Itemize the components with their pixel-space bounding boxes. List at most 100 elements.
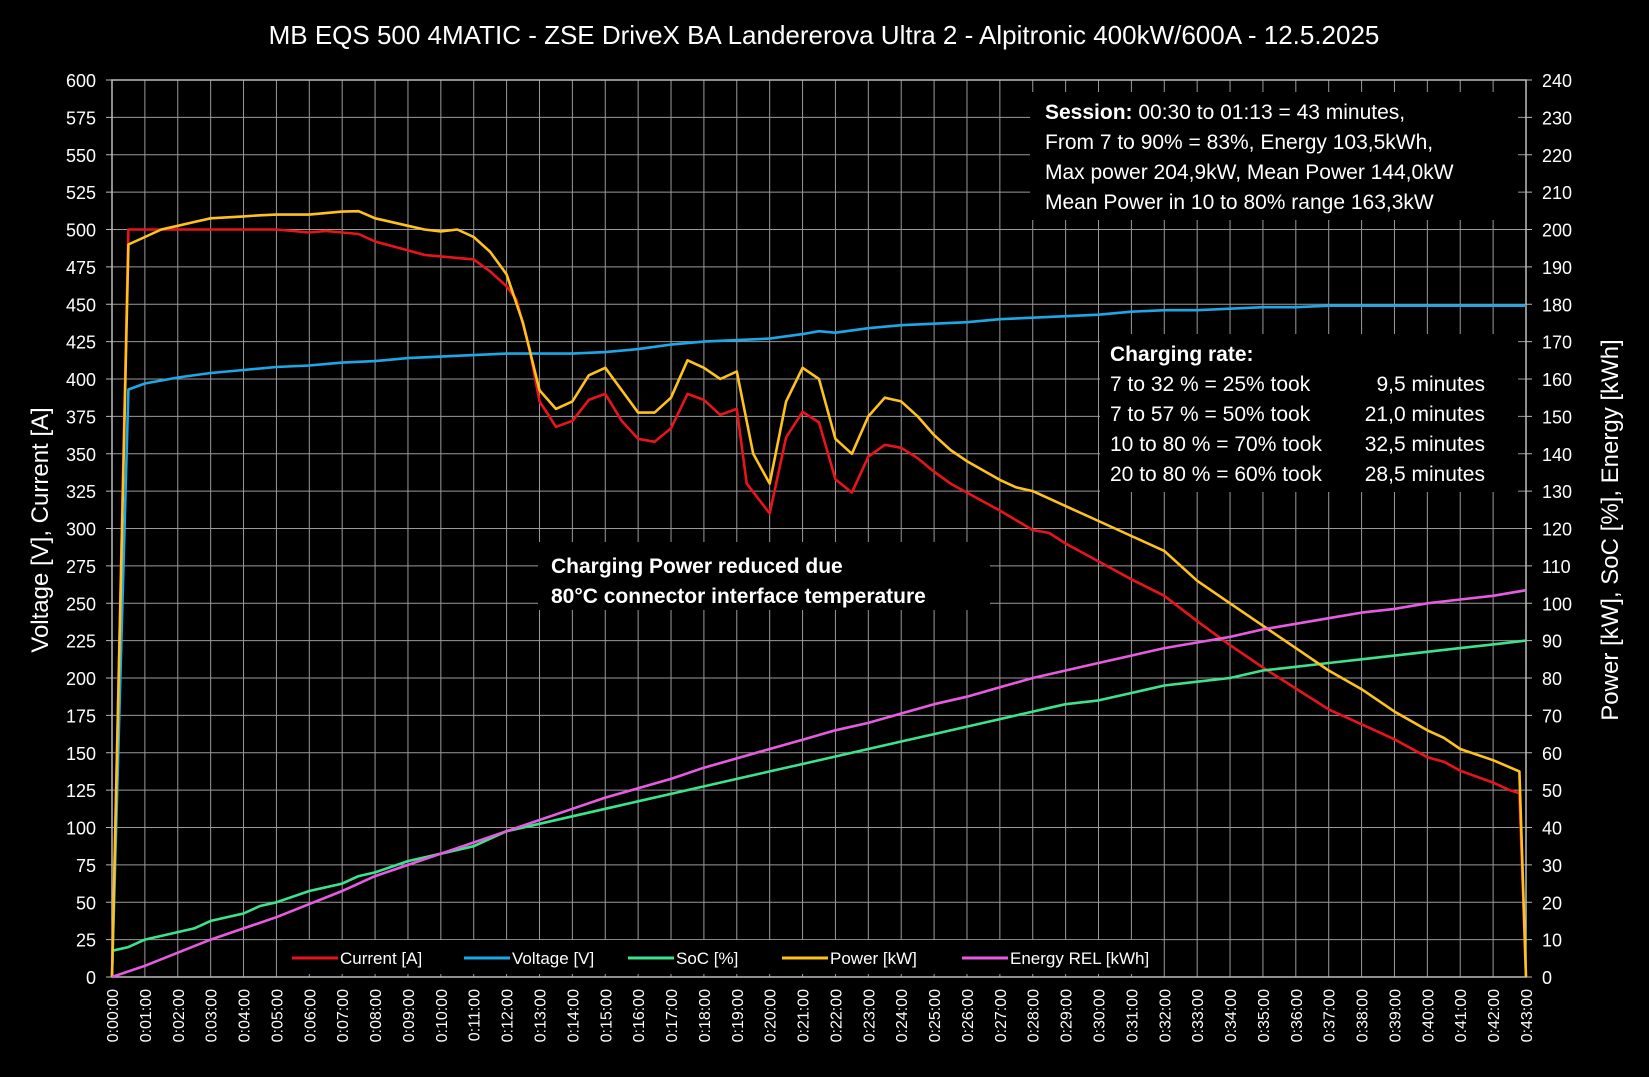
x-tick-label: 0:23:00 bbox=[861, 989, 878, 1042]
y-tick-left: 600 bbox=[66, 71, 96, 91]
y-tick-right: 170 bbox=[1542, 333, 1572, 353]
session-line: Session: 00:30 to 01:13 = 43 minutes, bbox=[1045, 101, 1405, 124]
x-tick-label: 0:11:00 bbox=[467, 989, 484, 1041]
legend: Current [A] Voltage [V] SoC [%] Power [kW] E… bbox=[282, 940, 1162, 974]
grid bbox=[111, 79, 1527, 978]
y-tick-right: 90 bbox=[1542, 632, 1562, 652]
y-tick-left: 150 bbox=[66, 744, 96, 764]
x-tick-label: 0:42:00 bbox=[1486, 989, 1503, 1042]
y-tick-left: 425 bbox=[66, 333, 96, 353]
series-line-1 bbox=[110, 304, 1526, 978]
charging-rate-time: 32,5 minutes bbox=[1365, 433, 1485, 456]
y-tick-right: 190 bbox=[1542, 258, 1572, 278]
y-tick-right: 150 bbox=[1542, 407, 1572, 427]
series-line-3 bbox=[110, 209, 1528, 978]
x-tick-label: 0:35:00 bbox=[1256, 989, 1273, 1042]
x-tick-label: 0:33:00 bbox=[1190, 989, 1207, 1042]
y-tick-left: 200 bbox=[66, 669, 96, 689]
x-tick-label: 0:40:00 bbox=[1420, 989, 1437, 1042]
legend-label: Energy REL [kWh] bbox=[1010, 949, 1149, 968]
x-tick-label: 0:36:00 bbox=[1289, 989, 1306, 1042]
y-tick-left: 25 bbox=[76, 931, 96, 951]
x-tick-label: 0:08:00 bbox=[368, 989, 385, 1042]
x-tick-label: 0:26:00 bbox=[960, 989, 977, 1042]
series bbox=[110, 209, 1528, 979]
y-axis-left-label: Voltage [V], Current [A] bbox=[27, 407, 54, 652]
charging-rate-range: 20 to 80 % = 60% took bbox=[1110, 463, 1322, 486]
y-tick-right: 20 bbox=[1542, 893, 1562, 913]
x-tick-label: 0:28:00 bbox=[1026, 989, 1043, 1042]
x-tick-label: 0:29:00 bbox=[1059, 989, 1076, 1042]
x-tick-label: 0:06:00 bbox=[302, 989, 319, 1042]
y-tick-right: 130 bbox=[1542, 482, 1572, 502]
charging-rate-range: 10 to 80 % = 70% took bbox=[1110, 433, 1322, 456]
legend-box bbox=[282, 940, 1162, 974]
x-tick-label: 0:12:00 bbox=[500, 989, 517, 1042]
x-tick-label: 0:39:00 bbox=[1387, 989, 1404, 1042]
y-tick-left: 125 bbox=[66, 781, 96, 801]
session-line: From 7 to 90% = 83%, Energy 103,5kWh, bbox=[1045, 131, 1433, 154]
axes: 0 0 25 10 50 20 75 30 100 40 125 50 150 60 175 70 200 80 2… bbox=[66, 71, 1572, 1042]
x-tick-label: 0:00:00 bbox=[105, 989, 122, 1042]
x-tick-label: 0:21:00 bbox=[796, 989, 813, 1042]
y-axis-right-label: Power [kW], SoC [%], Energy [kWh] bbox=[1597, 339, 1624, 720]
y-tick-left: 100 bbox=[66, 819, 96, 839]
x-tick-label: 0:09:00 bbox=[401, 989, 418, 1042]
y-tick-right: 120 bbox=[1542, 520, 1572, 540]
y-tick-right: 40 bbox=[1542, 819, 1562, 839]
annotations: Session: 00:30 to 01:13 = 43 minutes, Fro… bbox=[538, 92, 1518, 610]
x-tick-label: 0:41:00 bbox=[1453, 989, 1470, 1042]
legend-label: Current [A] bbox=[340, 949, 422, 968]
x-tick-label: 0:20:00 bbox=[763, 989, 780, 1042]
y-tick-right: 140 bbox=[1542, 445, 1572, 465]
y-tick-left: 225 bbox=[66, 632, 96, 652]
y-tick-right: 100 bbox=[1542, 594, 1572, 614]
x-tick-label: 0:43:00 bbox=[1519, 989, 1536, 1042]
x-tick-label: 0:37:00 bbox=[1322, 989, 1339, 1042]
charging-rate-time: 9,5 minutes bbox=[1376, 373, 1485, 396]
chart-title: MB EQS 500 4MATIC - ZSE DriveX BA Lander… bbox=[269, 20, 1380, 50]
y-tick-right: 0 bbox=[1542, 968, 1552, 988]
legend-label: SoC [%] bbox=[676, 949, 738, 968]
x-tick-label: 0:17:00 bbox=[664, 989, 681, 1042]
y-tick-right: 210 bbox=[1542, 183, 1572, 203]
y-tick-right: 60 bbox=[1542, 744, 1562, 764]
y-tick-right: 230 bbox=[1542, 108, 1572, 128]
session-box bbox=[1030, 92, 1518, 220]
series-line-2 bbox=[111, 639, 1527, 953]
y-tick-right: 180 bbox=[1542, 295, 1572, 315]
x-tick-label: 0:38:00 bbox=[1355, 989, 1372, 1042]
y-tick-left: 550 bbox=[66, 146, 96, 166]
y-tick-right: 220 bbox=[1542, 146, 1572, 166]
x-tick-label: 0:03:00 bbox=[204, 989, 221, 1042]
session-line: Max power 204,9kW, Mean Power 144,0kW bbox=[1045, 161, 1454, 184]
y-tick-right: 110 bbox=[1542, 557, 1571, 577]
power-note-box bbox=[538, 542, 990, 610]
y-tick-right: 30 bbox=[1542, 856, 1562, 876]
x-tick-label: 0:31:00 bbox=[1124, 989, 1141, 1042]
y-tick-left: 300 bbox=[66, 520, 96, 540]
x-tick-label: 0:14:00 bbox=[565, 989, 582, 1042]
y-tick-left: 250 bbox=[66, 594, 96, 614]
y-tick-left: 500 bbox=[66, 221, 96, 241]
x-tick-label: 0:01:00 bbox=[138, 989, 155, 1042]
x-tick-label: 0:19:00 bbox=[730, 989, 747, 1042]
series-line-4 bbox=[111, 588, 1527, 979]
x-tick-label: 0:34:00 bbox=[1223, 989, 1240, 1042]
y-tick-right: 70 bbox=[1542, 706, 1562, 726]
y-tick-left: 50 bbox=[76, 893, 96, 913]
y-tick-left: 275 bbox=[66, 557, 96, 577]
x-tick-label: 0:07:00 bbox=[335, 989, 352, 1042]
power-note-line: 80°C connector interface temperature bbox=[551, 585, 926, 608]
x-tick-label: 0:16:00 bbox=[631, 989, 648, 1042]
y-tick-left: 0 bbox=[86, 968, 96, 988]
y-tick-left: 575 bbox=[66, 108, 96, 128]
plot-border bbox=[111, 79, 1527, 978]
y-tick-left: 350 bbox=[66, 445, 96, 465]
charging-rate-time: 21,0 minutes bbox=[1365, 403, 1485, 426]
x-tick-label: 0:13:00 bbox=[532, 989, 549, 1042]
y-tick-left: 525 bbox=[66, 183, 96, 203]
x-tick-label: 0:02:00 bbox=[171, 989, 188, 1042]
